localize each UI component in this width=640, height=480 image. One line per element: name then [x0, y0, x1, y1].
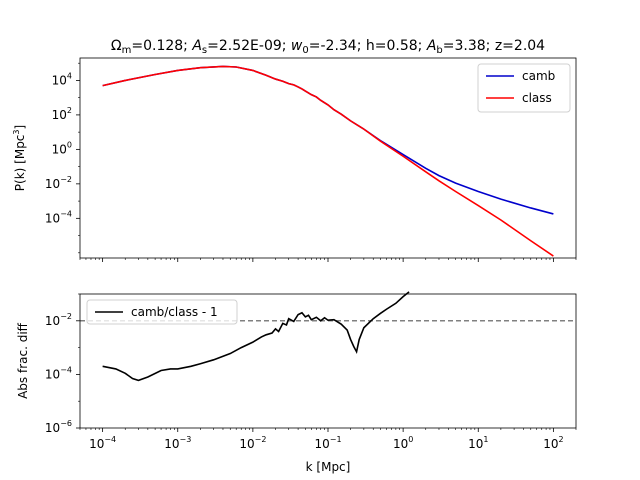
x-axis-label: k [Mpc]	[306, 460, 351, 474]
bottom-panel: 10−2 10−4 10−6 10−4 10−3 10−2 10−1 100 101 102 A…	[16, 291, 577, 474]
bottom-y-tick-label: 10−6	[45, 419, 72, 435]
x-tick-label: 10−4	[89, 435, 116, 451]
bottom-y-axis-label: Abs frac. diff	[16, 322, 30, 399]
top-y-tick-label: 10−2	[45, 175, 72, 191]
chart-title: Ωm=0.128; As=2.52E-09; w0=-2.34; h=0.58;…	[111, 38, 545, 56]
top-y-tick-label: 10−4	[45, 209, 72, 225]
top-y-tick-label: 102	[52, 106, 72, 122]
top-series-line-class	[102, 65, 554, 257]
top-plot-area	[102, 65, 554, 257]
top-y-axis-label: P(k) [Mpc3]	[12, 125, 27, 191]
x-tick-label: 101	[468, 435, 488, 451]
top-y-tick-label: 104	[52, 71, 72, 87]
x-tick-label: 10−1	[314, 435, 341, 451]
top-y-ticks: 104 102 100 10−2 10−4	[45, 62, 80, 254]
top-legend: camb class	[477, 63, 571, 113]
bottom-legend: camb/class - 1	[86, 299, 238, 325]
bottom-series-line-camb-class-1	[102, 291, 410, 382]
legend-label-camb: camb	[522, 69, 555, 83]
x-tick-label: 102	[543, 435, 563, 451]
bottom-y-tick-label: 10−4	[45, 365, 72, 381]
x-tick-label: 10−2	[239, 435, 266, 451]
top-y-tick-label: 100	[52, 140, 72, 156]
legend-label-ratio: camb/class - 1	[131, 305, 218, 319]
bottom-y-ticks: 10−2 10−4 10−6	[45, 293, 80, 435]
top-panel: Ωm=0.128; As=2.52E-09; w0=-2.34; h=0.58;…	[12, 38, 577, 262]
bottom-y-tick-label: 10−2	[45, 312, 72, 328]
top-x-ticks	[79, 258, 577, 262]
x-tick-label: 10−3	[164, 435, 191, 451]
legend-label-class: class	[522, 91, 552, 105]
x-tick-label: 100	[393, 435, 413, 451]
bottom-x-ticks: 10−4 10−3 10−2 10−1 100 101 102	[79, 428, 577, 451]
